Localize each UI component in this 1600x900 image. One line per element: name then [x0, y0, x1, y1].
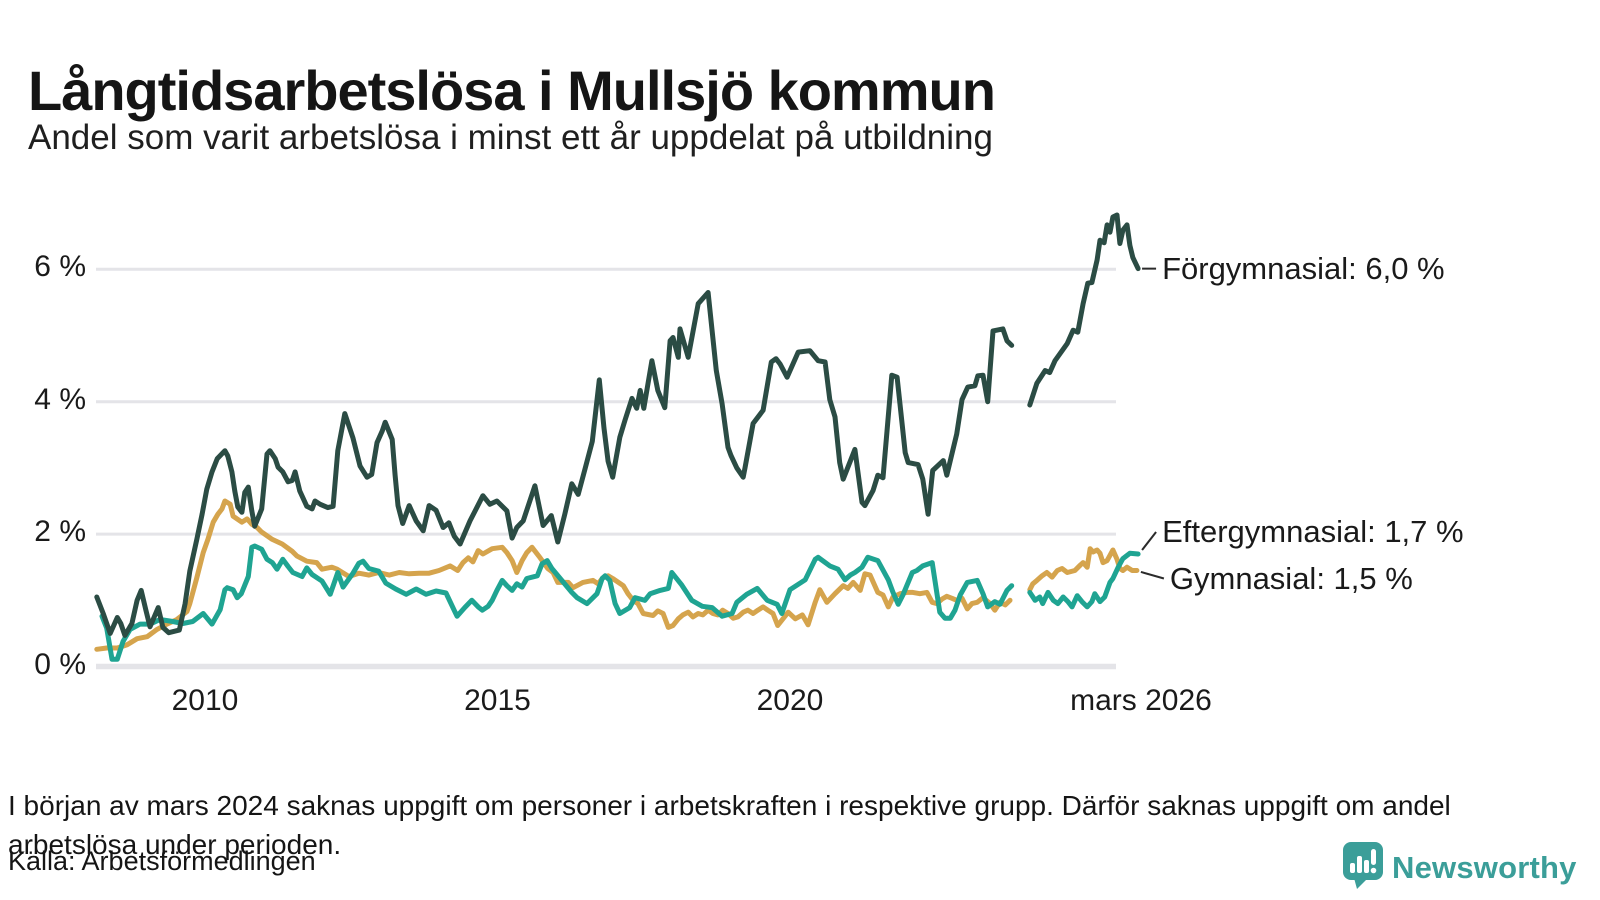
y-axis-tick-label: 2 % [34, 515, 86, 549]
x-axis-tick-label: 2010 [171, 684, 239, 717]
newsworthy-wordmark: Newsworthy [1392, 849, 1577, 885]
source-credit: Källa: Arbetsförmedlingen [8, 846, 316, 876]
series-line-eftergymnasial [1027, 550, 1141, 610]
series-line-förgymnasial [94, 290, 1015, 638]
y-axis-tick-label: 6 % [34, 250, 86, 284]
series-line-gymnasial [1027, 546, 1140, 593]
x-axis-tick-label: 2020 [756, 684, 824, 717]
newsworthy-brand: Newsworthy [1342, 840, 1577, 895]
series-end-label-gymnasial: Gymnasial: 1,5 % [1169, 560, 1413, 596]
series-line-eftergymnasial [99, 543, 1015, 662]
chart-footnote: I början av mars 2024 saknas uppgift om … [8, 790, 1451, 860]
label-connector-gymnasial [1140, 570, 1165, 580]
page-title: Långtidsarbetslösa i Mullsjö kommun [28, 58, 996, 122]
newsworthy-logo-icon [1342, 840, 1384, 895]
y-axis-tick-label: 0 % [34, 647, 86, 681]
label-connector-eftergymnasial [1141, 531, 1157, 551]
series-end-label-förgymnasial: Förgymnasial: 6,0 % [1162, 250, 1445, 286]
series-line-gymnasial [94, 498, 1013, 652]
series-end-label-eftergymnasial: Eftergymnasial: 1,7 % [1162, 513, 1464, 549]
series-line-förgymnasial [1027, 212, 1141, 408]
x-axis-tick-label: 2015 [464, 684, 531, 717]
y-axis-tick-label: 4 % [34, 382, 86, 416]
x-axis-tick-label: mars 2026 [1070, 684, 1212, 717]
page-subtitle: Andel som varit arbetslösa i minst ett å… [28, 118, 993, 157]
